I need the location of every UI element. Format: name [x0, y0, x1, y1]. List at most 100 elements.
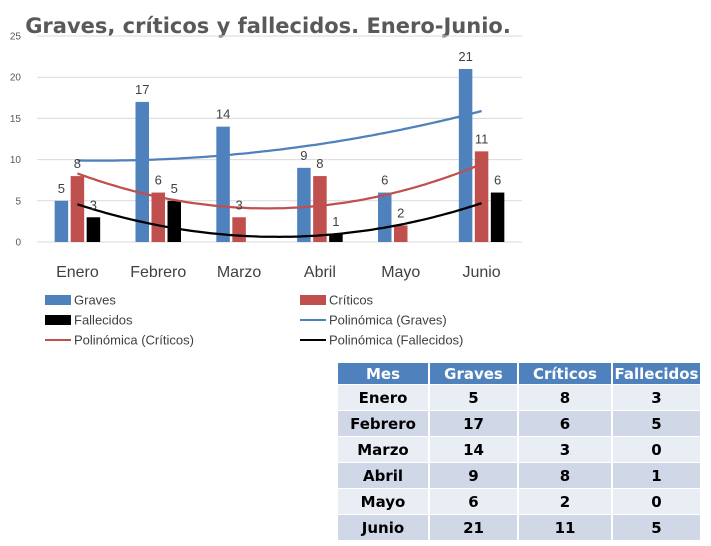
data-label: 2 [397, 206, 404, 221]
x-tick-label: Febrero [130, 264, 186, 281]
data-label: 1 [332, 214, 339, 229]
table-cell: 3 [612, 384, 700, 411]
data-label: 11 [475, 131, 489, 146]
legend-criticos-label: Críticos [329, 293, 374, 308]
table-cell: 6 [429, 488, 519, 515]
legend-criticos-swatch [300, 295, 326, 305]
table-cell: 5 [612, 410, 700, 437]
table-row: Mayo 6 2 0 [338, 488, 700, 515]
data-label: 3 [90, 197, 97, 212]
table-cell: 8 [518, 384, 613, 411]
bar-criticos-enero [70, 176, 85, 242]
bar-graves-junio [458, 68, 473, 243]
x-tick-label: Abril [304, 264, 336, 281]
table-row: Junio 21 11 5 [338, 514, 700, 540]
legend-polinomica-graves-label: Polinómica (Graves) [329, 313, 447, 328]
header-graves: Graves [429, 363, 519, 385]
legend: Graves Críticos Fallecidos Polinómica (Grav… [45, 293, 463, 348]
trendline-criticos [77, 162, 483, 210]
table-cell: Abril [338, 462, 430, 489]
table-cell: 11 [518, 514, 613, 540]
y-tick-label: 20 [10, 73, 22, 84]
table-cell: Enero [338, 384, 430, 411]
data-label: 5 [171, 181, 178, 196]
bar-fallecidos-enero [86, 217, 101, 242]
table-cell: Mayo [338, 488, 430, 515]
legend-polinomica-criticos-label: Polinómica (Críticos) [74, 333, 194, 348]
chart-title: Graves, críticos y fallecidos. Enero-Jun… [25, 14, 511, 38]
y-tick-label: 0 [15, 238, 21, 249]
bar-graves-abril [297, 167, 311, 242]
bar-fallecidos-junio [490, 192, 505, 242]
data-table: Mes Graves Críticos Fallecidos Enero 5 8 3 F… [338, 363, 700, 540]
table-row: Marzo 14 3 0 [338, 436, 700, 463]
legend-graves-label: Graves [74, 293, 116, 308]
table-cell: 0 [612, 488, 700, 515]
data-label: 6 [381, 173, 388, 188]
bar-criticos-abril [313, 176, 327, 242]
table-cell: Junio [338, 514, 430, 540]
bar-fallecidos-febrero [167, 200, 181, 242]
bar-criticos-junio [474, 151, 489, 242]
data-label: 6 [155, 173, 162, 188]
table-cell: 1 [612, 462, 700, 489]
y-tick-label: 5 [15, 196, 21, 207]
bar-graves-enero [54, 200, 69, 242]
bar-graves-febrero [135, 101, 149, 242]
bar-graves-mayo [378, 192, 392, 242]
trendlines [77, 109, 483, 239]
table-cell: Febrero [338, 410, 430, 437]
chart: Graves, críticos y fallecidos. Enero-Jun… [10, 14, 522, 348]
x-tick-label: Mayo [381, 264, 420, 281]
data-label: 3 [235, 197, 242, 212]
table-cell: 5 [612, 514, 700, 540]
data-label: 6 [494, 173, 501, 188]
table-cell: 3 [518, 436, 613, 463]
y-tick-label: 10 [10, 155, 22, 166]
data-label: 8 [74, 156, 81, 171]
data-label: 17 [135, 82, 149, 97]
y-tick-label: 15 [10, 114, 22, 125]
x-tick-label: Junio [462, 264, 500, 281]
legend-fallecidos-swatch [45, 315, 71, 325]
trendline-fallecidos [77, 202, 482, 239]
data-label: 21 [458, 49, 472, 64]
table-header-row: Mes Graves Críticos Fallecidos [338, 363, 700, 385]
bar-criticos-mayo [394, 225, 408, 242]
table-row: Febrero 17 6 5 [338, 410, 700, 437]
table-body: Enero 5 8 3 Febrero 17 6 5 Marzo 14 3 0 Abril 9 8 1 Mayo… [338, 384, 700, 540]
table-cell: 21 [429, 514, 519, 540]
table-cell: Marzo [338, 436, 430, 463]
trendline-graves [77, 109, 482, 162]
table-cell: 2 [518, 488, 613, 515]
data-label: 14 [216, 107, 230, 122]
y-tick-label: 25 [10, 32, 22, 43]
table-cell: 6 [518, 410, 613, 437]
table-cell: 9 [429, 462, 519, 489]
table-cell: 17 [429, 410, 519, 437]
x-tick-label: Marzo [217, 264, 262, 281]
legend-polinomica-fallecidos-label: Polinómica (Fallecidos) [329, 333, 463, 348]
table-row: Enero 5 8 3 [338, 384, 700, 411]
data-label: 8 [316, 156, 323, 171]
x-tick-label: Enero [56, 264, 99, 281]
legend-fallecidos-label: Fallecidos [74, 313, 133, 328]
table-cell: 8 [518, 462, 613, 489]
header-mes: Mes [338, 363, 430, 385]
bar-fallecidos-abril [329, 233, 343, 242]
legend-graves-swatch [45, 295, 71, 305]
table-cell: 0 [612, 436, 700, 463]
x-axis: Enero Febrero Marzo Abril Mayo Junio [56, 264, 501, 281]
data-label: 5 [58, 181, 65, 196]
table-cell: 14 [429, 436, 519, 463]
header-criticos: Críticos [518, 363, 613, 385]
data-labels: 5 17 14 9 6 21 8 6 3 8 2 11 3 5 1 6 [58, 49, 501, 229]
bar-criticos-febrero [151, 192, 165, 242]
bar-graves-marzo [216, 126, 230, 242]
table-row: Abril 9 8 1 [338, 462, 700, 489]
data-label: 9 [300, 148, 307, 163]
header-fallecidos: Fallecidos [612, 363, 700, 385]
table-cell: 5 [429, 384, 519, 411]
bar-criticos-marzo [232, 217, 246, 242]
